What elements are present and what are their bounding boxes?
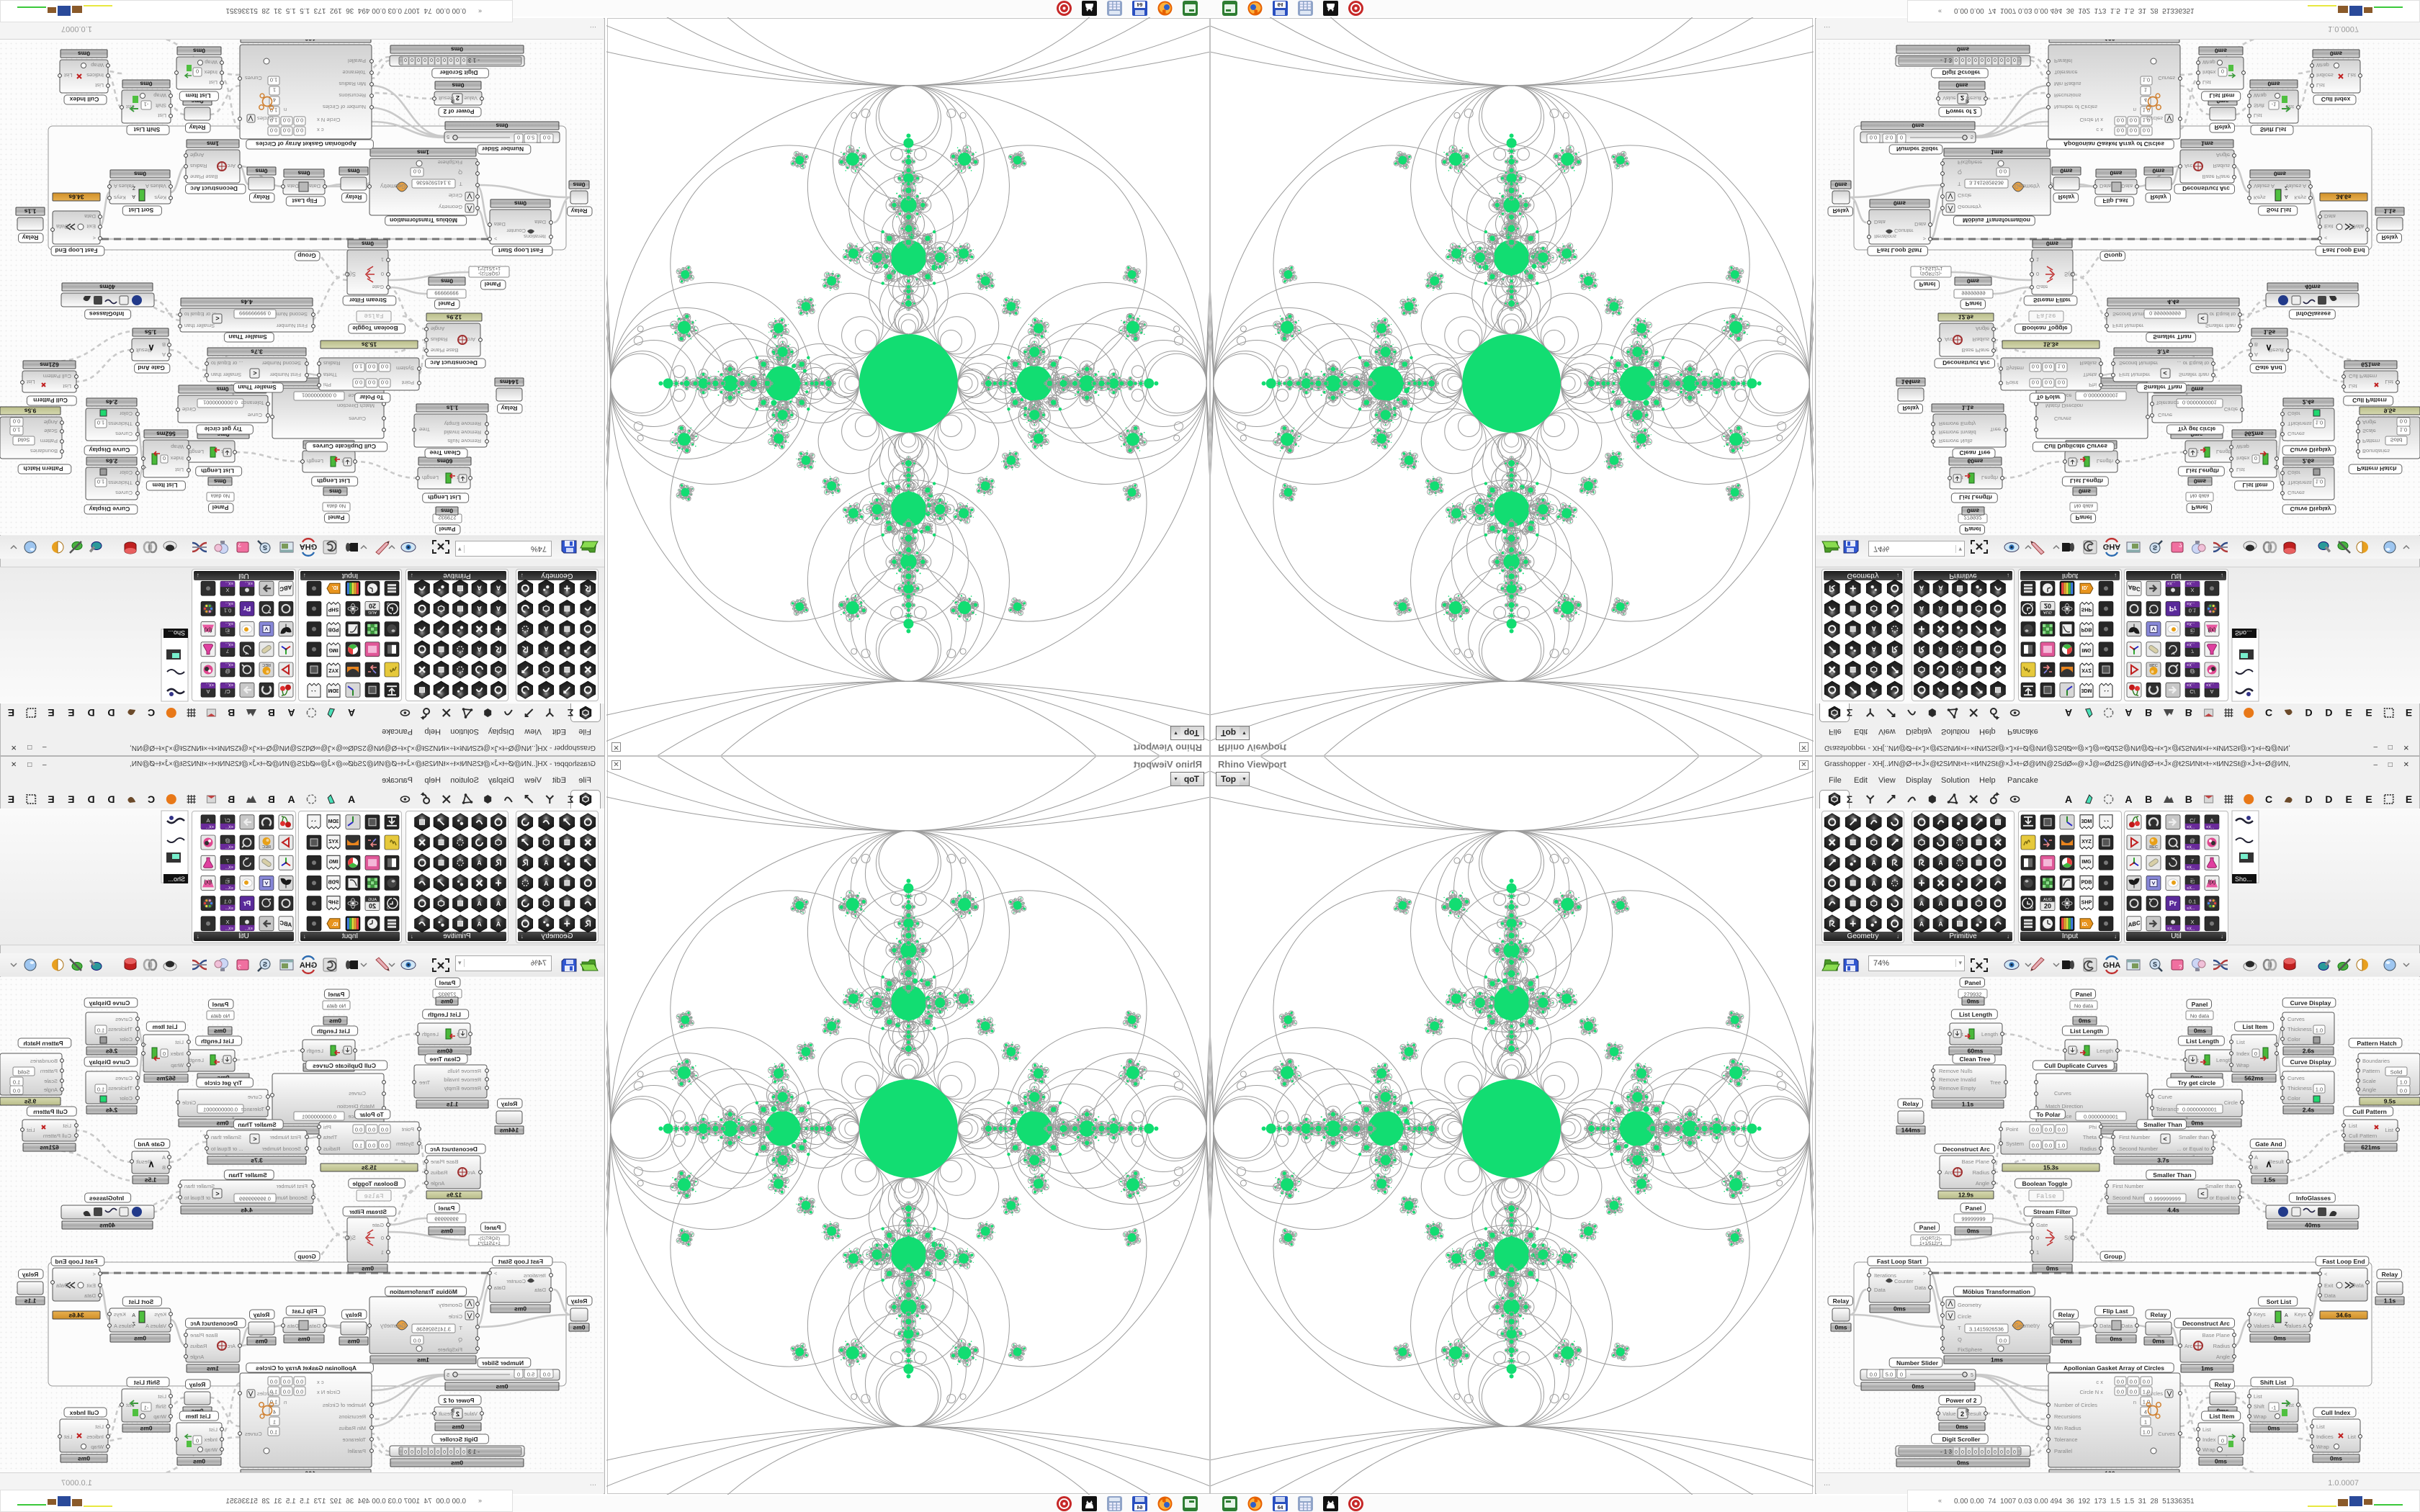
svg-text:E: E <box>68 707 74 719</box>
svg-text:5: 5 <box>387 601 390 606</box>
svg-text:◔◔: ◔◔ <box>311 688 317 693</box>
svg-text:≡X...: ≡X... <box>225 683 233 687</box>
svg-text:Remove Empty: Remove Empty <box>444 420 481 427</box>
svg-text:?: ? <box>238 541 241 548</box>
svg-text:D: D <box>107 707 115 719</box>
svg-text:≡X...: ≡X... <box>225 642 233 646</box>
svg-text:IMG: IMG <box>328 647 339 652</box>
svg-text:Panel: Panel <box>328 514 345 521</box>
svg-text:⎗: ⎗ <box>225 628 230 634</box>
svg-text:Tree: Tree <box>419 426 430 433</box>
svg-text:S: S <box>263 544 267 552</box>
svg-text:⬢: ⬢ <box>244 587 249 593</box>
svg-text:3DM: 3DM <box>328 688 339 693</box>
svg-text:Pr: Pr <box>243 604 251 612</box>
svg-text:≡X...: ≡X... <box>225 662 233 667</box>
svg-text:≡X...: ≡X... <box>225 621 233 626</box>
svg-text:GHA: GHA <box>300 542 318 551</box>
svg-text:20: 20 <box>369 602 376 609</box>
svg-text:B: B <box>268 707 275 719</box>
svg-text:A: A <box>477 645 482 652</box>
svg-text:X: X <box>225 587 229 593</box>
svg-text:C/: C/ <box>224 688 230 695</box>
svg-text:A: A <box>544 645 549 652</box>
svg-text:f(x): f(x) <box>204 627 212 634</box>
svg-text:List Length: List Length <box>428 494 461 501</box>
svg-text:0.1: 0.1 <box>224 607 231 613</box>
svg-text:279932: 279932 <box>438 515 456 521</box>
svg-text:0ms: 0ms <box>441 508 453 515</box>
svg-text:A: A <box>288 707 295 719</box>
svg-text:A: A <box>496 605 501 612</box>
svg-text:≡X...: ≡X... <box>205 683 214 687</box>
svg-text:C: C <box>148 707 155 719</box>
svg-text:SHP: SHP <box>328 606 339 611</box>
svg-text:60ms: 60ms <box>436 458 452 465</box>
svg-text:A: A <box>348 707 355 719</box>
svg-text:REC: REC <box>262 662 271 667</box>
svg-text:A: A <box>496 585 501 592</box>
svg-text:AUG: AUG <box>368 610 377 614</box>
svg-text:@: @ <box>225 668 230 675</box>
svg-text:A: A <box>477 585 482 592</box>
svg-text:A: A <box>477 605 482 612</box>
svg-text:E: E <box>8 707 14 719</box>
svg-text:Sho...: Sho... <box>168 629 185 636</box>
svg-text:Length: Length <box>422 474 439 481</box>
svg-text:7: 7 <box>226 648 229 654</box>
svg-text:Remove Invalid: Remove Invalid <box>444 429 481 436</box>
svg-text:B: B <box>228 707 235 719</box>
svg-text:D: D <box>88 707 95 719</box>
svg-text:Σ: Σ <box>568 707 573 719</box>
svg-text:Panel: Panel <box>439 526 456 533</box>
svg-text:≡X...: ≡X... <box>225 581 233 585</box>
svg-text:1.1s: 1.1s <box>446 405 458 412</box>
svg-text:PDB: PDB <box>328 627 339 632</box>
svg-text:Clean Tree: Clean Tree <box>429 449 460 456</box>
svg-text:A: A <box>544 625 549 632</box>
svg-text:A: A <box>206 688 210 695</box>
svg-text:≡X...: ≡X... <box>225 601 233 606</box>
svg-text:ID.: ID. <box>331 585 338 590</box>
svg-text:Remove Nulls: Remove Nulls <box>447 438 481 444</box>
svg-text:≡X...: ≡X... <box>244 581 253 585</box>
svg-text:E: E <box>48 707 54 719</box>
svg-text:XYZ: XYZ <box>328 667 338 672</box>
